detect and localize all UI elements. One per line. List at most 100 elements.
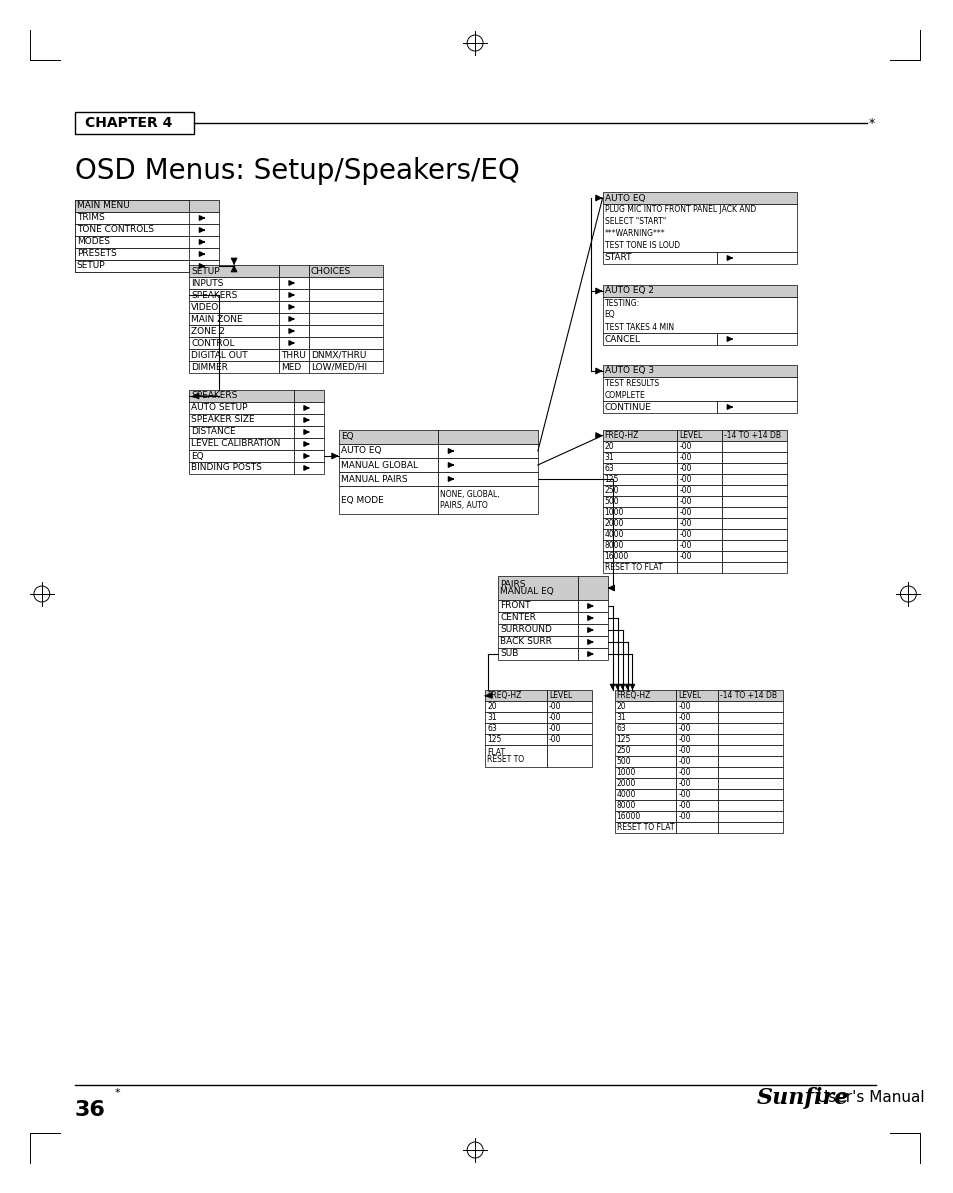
Bar — [74, 248, 189, 260]
Bar — [278, 336, 309, 350]
Text: 20: 20 — [616, 701, 625, 711]
Bar — [189, 324, 278, 336]
Bar — [578, 600, 607, 612]
Text: MANUAL PAIRS: MANUAL PAIRS — [340, 475, 407, 483]
Bar — [718, 744, 782, 756]
Bar — [278, 301, 309, 313]
Text: SUB: SUB — [499, 649, 517, 659]
Bar — [677, 429, 721, 441]
Bar — [189, 350, 278, 361]
Bar — [614, 801, 676, 811]
Bar — [189, 414, 294, 426]
Text: -00: -00 — [548, 724, 560, 733]
Bar — [497, 624, 578, 636]
Bar — [602, 252, 717, 264]
Bar — [676, 756, 718, 767]
Bar — [189, 289, 278, 301]
Text: AUTO EQ 3: AUTO EQ 3 — [604, 366, 653, 376]
Text: -00: -00 — [679, 540, 691, 550]
Text: 2000: 2000 — [604, 519, 623, 528]
Bar — [721, 452, 786, 463]
Bar — [189, 438, 294, 450]
Text: TEST RESULTS: TEST RESULTS — [604, 378, 658, 388]
Text: EQ: EQ — [191, 451, 204, 460]
Bar — [278, 350, 309, 361]
Bar — [437, 472, 537, 486]
Bar — [294, 426, 323, 438]
Bar — [676, 789, 718, 801]
Bar — [497, 648, 578, 660]
Bar — [602, 452, 677, 463]
Text: -00: -00 — [679, 497, 691, 506]
Bar — [294, 438, 323, 450]
Text: -14 TO +14 DB: -14 TO +14 DB — [723, 431, 781, 440]
Text: 63: 63 — [604, 464, 614, 472]
Text: -00: -00 — [679, 508, 691, 517]
Text: 63: 63 — [616, 724, 625, 733]
Bar — [484, 701, 546, 712]
Bar — [614, 789, 676, 801]
Bar — [717, 333, 796, 345]
Bar — [578, 636, 607, 648]
Text: BACK SURR: BACK SURR — [499, 637, 551, 647]
Bar — [484, 744, 546, 767]
Bar — [614, 712, 676, 723]
Text: SPEAKERS: SPEAKERS — [191, 391, 237, 401]
Bar — [676, 767, 718, 778]
Bar — [437, 429, 537, 444]
Bar — [721, 463, 786, 474]
Text: SPEAKER SIZE: SPEAKER SIZE — [191, 415, 254, 425]
Bar — [278, 277, 309, 289]
Bar — [189, 277, 278, 289]
Text: -00: -00 — [548, 713, 560, 722]
Text: 125: 125 — [604, 475, 618, 484]
Bar — [338, 444, 437, 458]
Text: User's Manual: User's Manual — [816, 1090, 923, 1106]
Bar — [546, 723, 591, 734]
Text: 8000: 8000 — [604, 540, 623, 550]
Text: TESTING:: TESTING: — [604, 298, 639, 308]
Bar — [602, 474, 677, 486]
Text: -00: -00 — [679, 441, 691, 451]
Bar — [718, 712, 782, 723]
Bar — [546, 744, 591, 767]
Bar — [721, 486, 786, 496]
Bar — [294, 402, 323, 414]
Bar — [718, 778, 782, 789]
Text: AUTO EQ 2: AUTO EQ 2 — [604, 286, 653, 296]
Text: BINDING POSTS: BINDING POSTS — [191, 464, 262, 472]
Bar — [718, 756, 782, 767]
Text: 500: 500 — [616, 758, 631, 766]
Bar — [74, 236, 219, 248]
Text: -00: -00 — [678, 701, 690, 711]
Text: CONTROL: CONTROL — [191, 339, 234, 347]
Bar — [721, 507, 786, 518]
Text: CHAPTER 4: CHAPTER 4 — [85, 116, 172, 130]
Bar — [338, 458, 437, 472]
Text: MAIN MENU: MAIN MENU — [76, 202, 130, 210]
Bar — [309, 289, 383, 301]
Text: EQ MODE: EQ MODE — [340, 495, 383, 505]
Bar — [676, 701, 718, 712]
Bar — [721, 429, 786, 441]
Bar — [676, 712, 718, 723]
Text: SURROUND: SURROUND — [499, 625, 551, 635]
Text: EQ: EQ — [604, 310, 615, 320]
Text: -00: -00 — [678, 724, 690, 733]
Bar — [677, 496, 721, 507]
Text: AUTO SETUP: AUTO SETUP — [191, 403, 248, 413]
Text: PAIRS: PAIRS — [499, 580, 525, 589]
Text: 1000: 1000 — [604, 508, 623, 517]
Text: *: * — [867, 117, 874, 130]
Text: FREQ-HZ: FREQ-HZ — [487, 691, 521, 700]
Text: -00: -00 — [679, 464, 691, 472]
Text: 4000: 4000 — [604, 530, 623, 539]
Text: THRU: THRU — [280, 351, 306, 359]
Bar — [437, 458, 537, 472]
Text: MODES: MODES — [76, 237, 110, 247]
Bar — [497, 600, 578, 612]
Text: 1000: 1000 — [616, 768, 636, 777]
Text: PRESETS: PRESETS — [76, 249, 116, 259]
Bar — [602, 285, 796, 297]
Text: LEVEL: LEVEL — [678, 691, 700, 700]
